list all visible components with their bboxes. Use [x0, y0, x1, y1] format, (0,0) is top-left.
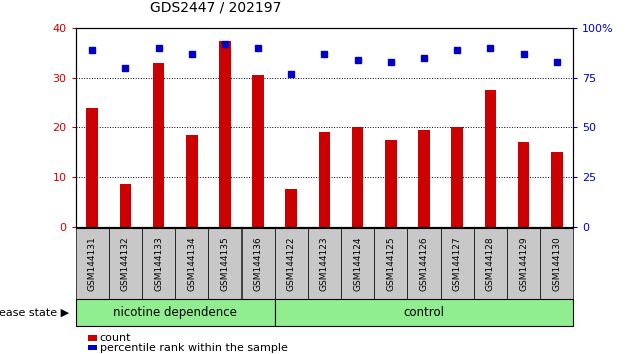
Text: GSM144136: GSM144136 [254, 236, 263, 291]
Text: GSM144123: GSM144123 [320, 236, 329, 291]
Text: GSM144125: GSM144125 [386, 236, 395, 291]
Bar [352, 127, 364, 227]
Bar [152, 63, 164, 227]
Text: GSM144131: GSM144131 [88, 236, 96, 291]
Text: GSM144128: GSM144128 [486, 236, 495, 291]
Text: nicotine dependence: nicotine dependence [113, 306, 237, 319]
Text: percentile rank within the sample: percentile rank within the sample [100, 343, 287, 353]
Text: GSM144133: GSM144133 [154, 236, 163, 291]
Bar [319, 132, 330, 227]
Text: disease state ▶: disease state ▶ [0, 307, 69, 318]
Text: GSM144132: GSM144132 [121, 236, 130, 291]
Bar [120, 184, 131, 227]
Bar [385, 140, 397, 227]
Text: GSM144135: GSM144135 [220, 236, 229, 291]
Bar [252, 75, 264, 227]
Bar [285, 189, 297, 227]
Text: GSM144124: GSM144124 [353, 236, 362, 291]
Bar [219, 41, 231, 227]
Text: GSM144134: GSM144134 [187, 236, 196, 291]
Bar [86, 108, 98, 227]
Text: control: control [403, 306, 445, 319]
Text: GSM144126: GSM144126 [420, 236, 428, 291]
Bar [451, 127, 463, 227]
Text: GSM144129: GSM144129 [519, 236, 528, 291]
Bar [418, 130, 430, 227]
Text: GSM144130: GSM144130 [553, 236, 561, 291]
Bar [186, 135, 198, 227]
Text: GSM144127: GSM144127 [453, 236, 462, 291]
Text: GDS2447 / 202197: GDS2447 / 202197 [150, 0, 282, 14]
Text: count: count [100, 333, 131, 343]
Bar [551, 152, 563, 227]
Bar [484, 90, 496, 227]
Bar [518, 142, 529, 227]
Text: GSM144122: GSM144122 [287, 236, 295, 291]
